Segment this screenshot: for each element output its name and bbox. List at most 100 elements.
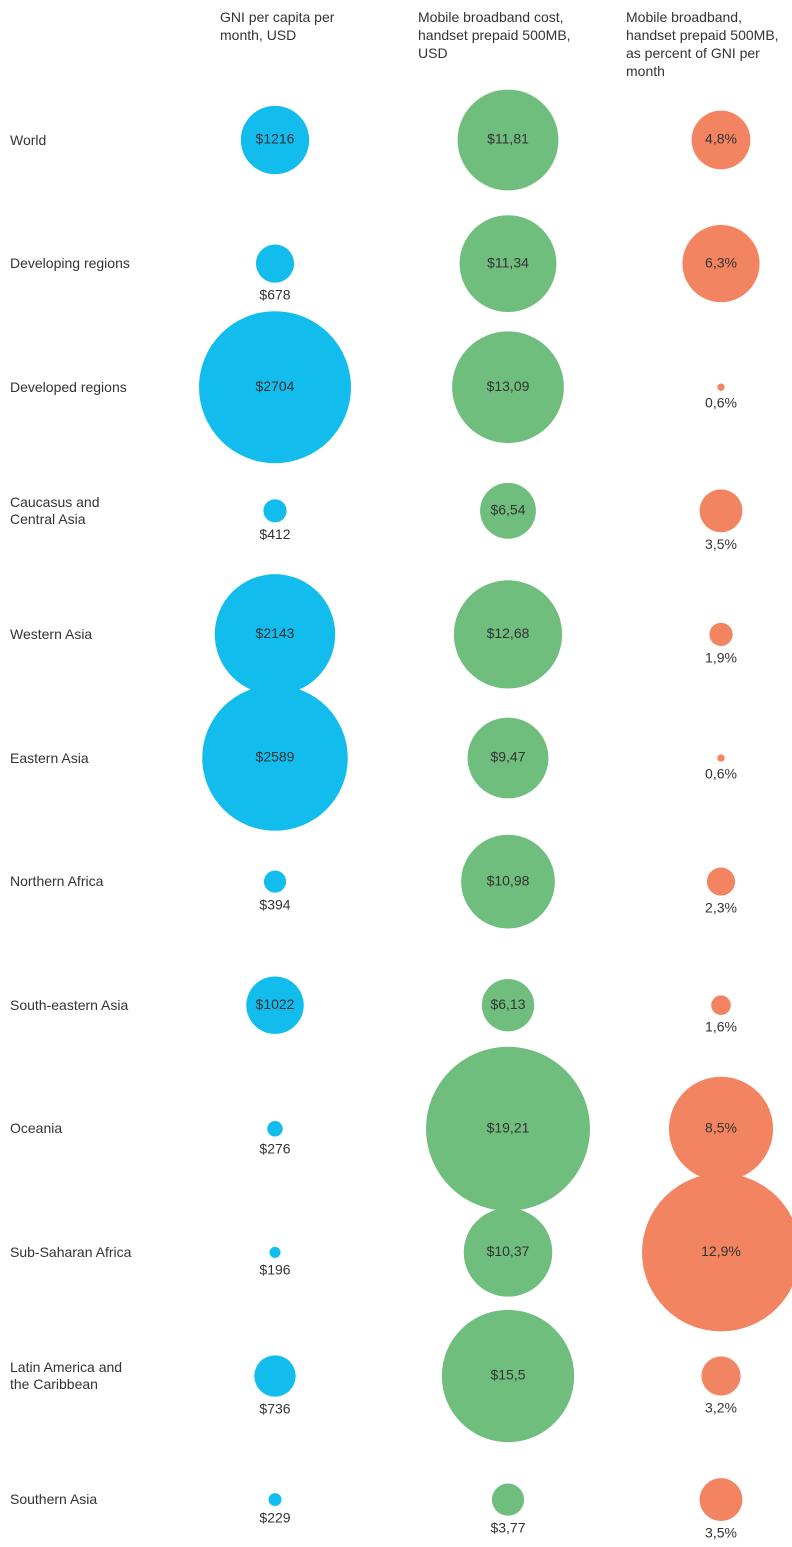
value-label: 3,5% — [705, 1525, 737, 1541]
bubble — [263, 870, 287, 893]
bubble — [699, 489, 743, 533]
bubble — [426, 1046, 590, 1211]
value-label: 3,5% — [705, 536, 737, 552]
value-label: $2704 — [256, 378, 295, 394]
value-label: $2143 — [256, 625, 295, 641]
row-label: Latin America and the Caribbean — [10, 1346, 136, 1406]
value-label: 0,6% — [705, 395, 737, 411]
bubble — [711, 995, 731, 1015]
bubble — [668, 1076, 774, 1181]
bubble — [268, 1493, 282, 1507]
value-label: 2,3% — [705, 899, 737, 915]
row-label: Eastern Asia — [10, 728, 136, 788]
row-label-text: Western Asia — [10, 625, 93, 642]
value-label: $13,09 — [487, 378, 530, 394]
row-label-text: Southern Asia — [10, 1491, 98, 1508]
value-label: 3,2% — [705, 1399, 737, 1415]
bubble — [717, 383, 725, 391]
bubble — [481, 979, 535, 1032]
column-header: Mobile broadband cost, handset prepaid 5… — [418, 8, 578, 62]
row-label-text: Oceania — [10, 1120, 63, 1137]
value-label: $11,34 — [487, 254, 529, 270]
bubble — [709, 622, 733, 647]
value-label: 6,3% — [705, 254, 737, 270]
column-header: GNI per capita per month, USD — [220, 8, 350, 44]
value-label: $12,68 — [487, 625, 530, 641]
value-label: $1216 — [256, 131, 295, 147]
row-label: World — [10, 110, 136, 170]
value-label: 1,9% — [705, 650, 737, 666]
bubble — [706, 867, 736, 896]
value-label: $11,81 — [487, 131, 529, 147]
bubble — [699, 1478, 743, 1522]
value-label: 12,9% — [701, 1243, 741, 1259]
bubble — [240, 105, 310, 175]
row-label-text: Eastern Asia — [10, 749, 89, 766]
bubble — [199, 311, 351, 464]
bubble — [459, 215, 557, 313]
value-label: $10,98 — [487, 872, 530, 888]
value-label: $678 — [259, 286, 290, 302]
value-label: $10,37 — [487, 1243, 530, 1259]
row-label-text: Northern Africa — [10, 873, 104, 890]
row-label-text: Latin America and the Caribbean — [10, 1359, 123, 1392]
value-label: $2589 — [256, 749, 295, 765]
value-label: $736 — [259, 1400, 290, 1416]
bubble — [453, 580, 563, 689]
value-label: $1022 — [256, 996, 295, 1012]
row-label-text: Sub-Saharan Africa — [10, 1243, 132, 1260]
row-label: South-eastern Asia — [10, 975, 136, 1035]
bubble — [682, 225, 760, 303]
bubble — [246, 976, 304, 1034]
column-header-text: GNI per capita per month, USD — [220, 9, 335, 43]
value-label: $412 — [259, 526, 290, 542]
row-label: Caucasus and Central Asia — [10, 481, 136, 541]
bubble — [691, 110, 751, 170]
bubble — [269, 1246, 281, 1258]
row-label-text: Caucasus and Central Asia — [10, 493, 100, 527]
bubble — [263, 499, 287, 523]
bubble — [480, 482, 536, 539]
row-label: Developing regions — [10, 234, 136, 294]
bubble — [202, 685, 348, 831]
row-label: Western Asia — [10, 604, 136, 664]
row-label: Southern Asia — [10, 1470, 136, 1530]
value-label: 4,8% — [705, 131, 737, 147]
bubble — [441, 1309, 575, 1443]
column-header-text: Mobile broadband cost, handset prepaid 5… — [418, 9, 571, 61]
value-label: $9,47 — [490, 749, 525, 765]
value-label: $276 — [259, 1140, 290, 1156]
bubble — [457, 89, 559, 191]
bubble — [461, 834, 555, 929]
row-label-text: South-eastern Asia — [10, 996, 129, 1013]
column-header-text: Mobile broadband, handset prepaid 500MB,… — [626, 9, 779, 79]
row-label: Sub-Saharan Africa — [10, 1222, 136, 1282]
value-label: $3,77 — [490, 1519, 525, 1535]
bubble — [467, 717, 549, 799]
value-label: $15,5 — [490, 1367, 525, 1383]
row-label-text: World — [10, 131, 47, 148]
bubble — [701, 1356, 741, 1396]
value-label: $229 — [259, 1510, 290, 1526]
value-label: $19,21 — [487, 1120, 530, 1136]
bubble — [642, 1173, 792, 1332]
bubble — [214, 574, 336, 695]
bubble — [452, 331, 564, 444]
bubble — [254, 1355, 296, 1397]
value-label: 1,6% — [705, 1019, 737, 1035]
value-label: $394 — [259, 896, 290, 912]
value-label: $196 — [259, 1262, 290, 1278]
row-label: Oceania — [10, 1099, 136, 1159]
row-label-text: Developed regions — [10, 378, 127, 395]
row-label: Developed regions — [10, 357, 136, 417]
bubble — [717, 754, 725, 762]
bubble — [491, 1483, 525, 1516]
column-header: Mobile broadband, handset prepaid 500MB,… — [626, 8, 792, 80]
value-label: $6,54 — [490, 502, 525, 518]
bubble — [255, 244, 295, 283]
row-label-text: Developing regions — [10, 255, 130, 272]
value-label: $6,13 — [490, 996, 525, 1012]
bubble — [463, 1208, 553, 1297]
